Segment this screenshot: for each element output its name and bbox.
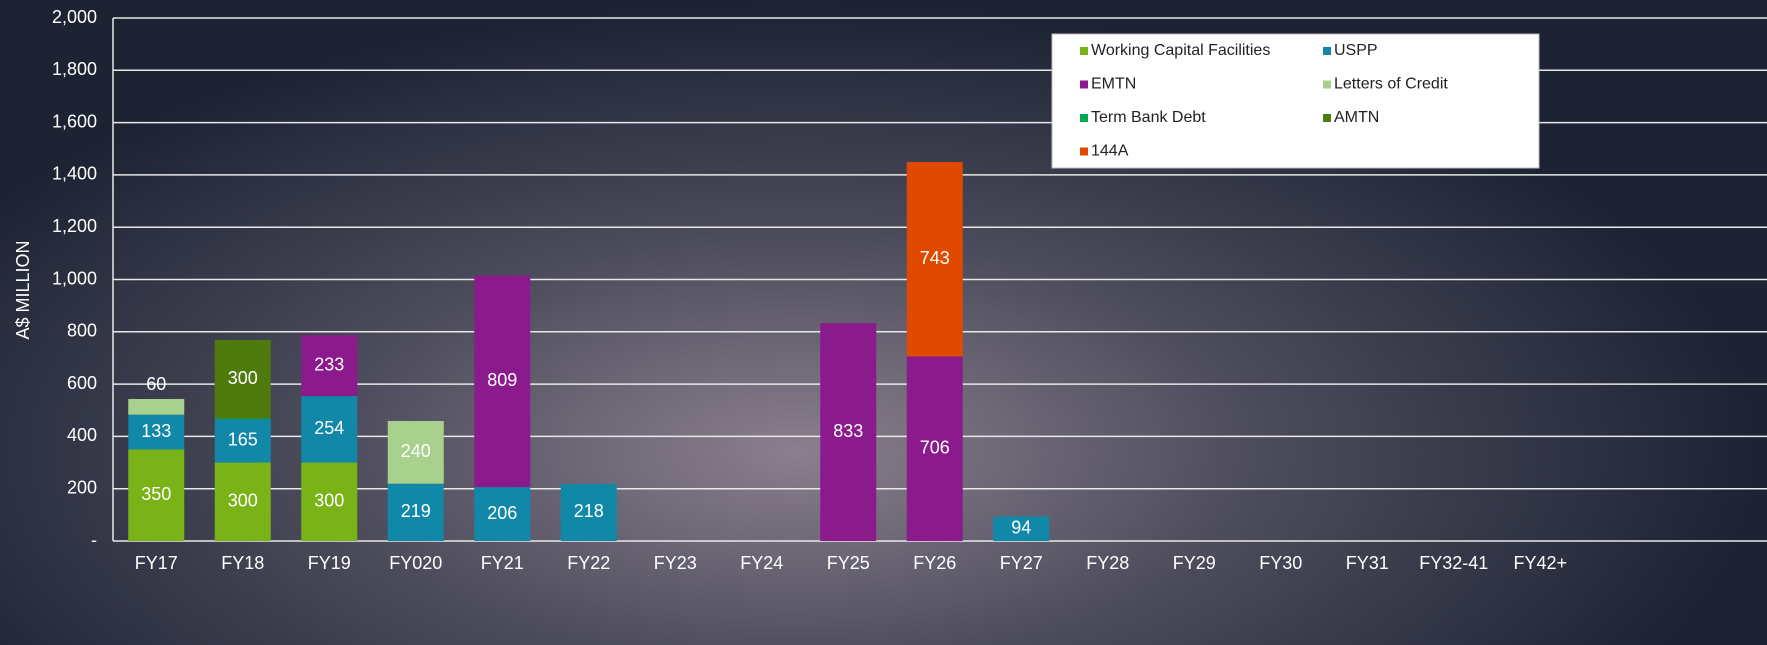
bar-segment (301, 396, 358, 463)
y-tick-label: - (91, 530, 97, 550)
data-label: 300 (228, 491, 258, 511)
legend-label: Term Bank Debt (1091, 109, 1206, 126)
legend-label: AMTN (1334, 109, 1379, 126)
x-tick-label: FY30 (1259, 553, 1302, 573)
bar-segment (301, 462, 358, 541)
x-tick-label: FY26 (913, 553, 956, 573)
bar-segment (214, 419, 271, 463)
data-label: 300 (228, 368, 258, 388)
bar-segment (128, 399, 185, 415)
y-tick-label: 1,800 (52, 59, 97, 79)
y-tick-label: 200 (67, 477, 97, 497)
x-tick-label: FY32-41 (1419, 553, 1488, 573)
legend-swatch (1080, 47, 1088, 55)
data-label: 218 (574, 501, 604, 521)
y-tick-label: 2,000 (52, 7, 97, 27)
data-label: 60 (146, 374, 166, 394)
bar-segment (128, 449, 185, 541)
x-tick-label: FY31 (1346, 553, 1389, 573)
data-label: 743 (920, 248, 950, 268)
x-tick-label: FY42+ (1513, 553, 1567, 573)
x-tick-label: FY21 (481, 553, 524, 573)
legend-swatch (1323, 114, 1331, 122)
legend-box (1051, 33, 1540, 169)
bar-segment (387, 420, 444, 484)
y-tick-label: 1,200 (52, 216, 97, 236)
legend-swatch (1323, 80, 1331, 89)
data-label: 233 (314, 354, 344, 374)
x-tick-label: FY18 (221, 553, 264, 573)
data-label: 350 (141, 484, 171, 504)
bar-segment (301, 335, 358, 397)
x-tick-label: FY25 (827, 553, 870, 573)
legend-label: Letters of Credit (1334, 76, 1448, 93)
x-tick-label: FY19 (308, 553, 351, 573)
y-tick-label: 1,600 (52, 111, 97, 131)
bar-segment (993, 516, 1050, 541)
data-label: 809 (487, 370, 517, 390)
bar-segment (906, 356, 963, 541)
bar-segment (214, 462, 271, 541)
legend-label: EMTN (1091, 76, 1136, 93)
bar-segment (906, 162, 963, 357)
legend-label: USPP (1334, 42, 1378, 59)
bar-segment (474, 487, 531, 541)
data-label: 706 (920, 437, 950, 457)
y-tick-label: 1,000 (52, 268, 97, 288)
bar-segment (387, 483, 444, 541)
legend-swatch (1080, 147, 1088, 156)
x-tick-label: FY020 (389, 553, 442, 573)
legend-label: Working Capital Facilities (1091, 42, 1270, 59)
y-tick-label: 600 (67, 373, 97, 393)
legend-swatch (1080, 80, 1088, 89)
x-tick-label: FY23 (654, 553, 697, 573)
bar-segment (820, 323, 877, 541)
x-tick-label: FY29 (1173, 553, 1216, 573)
legend: Working Capital Facilities USPP EMTN Letter… (1051, 33, 1540, 169)
data-label: 240 (401, 441, 431, 461)
y-tick-label: 1,400 (52, 164, 97, 184)
data-label: 133 (141, 421, 171, 441)
x-tick-label: FY22 (567, 553, 610, 573)
bar-segment (560, 483, 617, 541)
legend-swatch (1323, 47, 1331, 55)
data-label: 165 (228, 430, 258, 450)
data-label: 300 (314, 491, 344, 511)
data-label: 833 (833, 421, 863, 441)
legend-swatch (1080, 114, 1088, 122)
data-label: 94 (1011, 517, 1031, 537)
y-tick-label: 800 (67, 321, 97, 341)
legend-label: 144A (1091, 143, 1129, 160)
x-tick-label: FY24 (740, 553, 783, 573)
bar-segment (474, 275, 531, 488)
bar-segment (214, 339, 271, 419)
data-label: 219 (401, 501, 431, 521)
x-tick-label: FY27 (1000, 553, 1043, 573)
data-label: 206 (487, 503, 517, 523)
bar-segment (214, 418, 271, 420)
bar-segment (128, 414, 185, 450)
x-tick-label: FY17 (135, 553, 178, 573)
x-tick-label: FY28 (1086, 553, 1129, 573)
data-label: 254 (314, 418, 344, 438)
y-axis-label: A$ MILLION (13, 240, 33, 339)
y-tick-label: 400 (67, 425, 97, 445)
